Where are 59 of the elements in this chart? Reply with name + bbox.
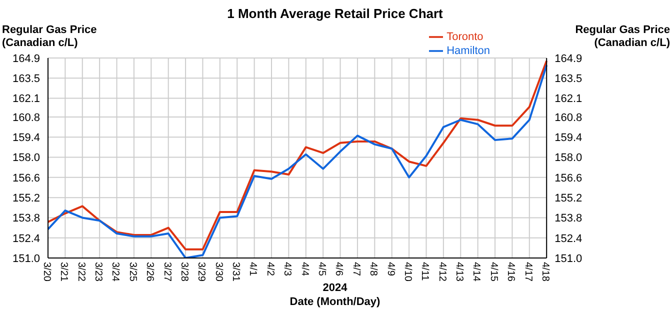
- x-tick-label: 3/27: [161, 262, 172, 282]
- y2-tick-label: 164.9: [554, 52, 582, 65]
- x-tick-label: 4/18: [539, 262, 550, 282]
- x-tick-label: 4/3: [282, 262, 293, 276]
- y-tick-label: 156.6: [12, 172, 40, 184]
- y-tick-label: 162.1: [12, 93, 40, 106]
- x-tick-label: 3/31: [230, 262, 242, 282]
- y-tick-label: 158.0: [12, 152, 40, 164]
- x-tick-label: 4/12: [436, 262, 448, 282]
- x-tick-label: 3/28: [178, 262, 190, 282]
- y2-tick-label: 151.0: [554, 252, 582, 265]
- x-tick-label: 3/25: [126, 262, 138, 282]
- y2-tick-label: 159.4: [554, 132, 582, 144]
- y-tick-label: 159.4: [12, 132, 40, 144]
- y2-tick-label: 156.6: [554, 172, 582, 184]
- x-tick-label: 4/2: [264, 262, 276, 276]
- y-tick-label: 153.8: [12, 212, 40, 225]
- y-tick-label: 164.9: [12, 52, 40, 65]
- x-tick-label: 4/1: [247, 262, 258, 276]
- x-tick-label: 3/26: [144, 262, 156, 282]
- x-tick-label: 4/4: [298, 262, 310, 276]
- x-tick-label: 4/5: [316, 262, 327, 276]
- y2-tick-label: 162.1: [554, 93, 582, 106]
- x-tick-label: 4/17: [522, 262, 534, 282]
- chart-title: 1 Month Average Retail Price Chart: [226, 6, 444, 21]
- x-tick-label: 4/13: [454, 262, 465, 282]
- y2-tick-label: 155.2: [554, 192, 582, 204]
- y2-tick-label: 163.5: [554, 73, 582, 86]
- y2-tick-label: 160.8: [554, 112, 582, 124]
- x-tick-label: 3/29: [196, 262, 207, 282]
- x-tick-label: 3/30: [212, 262, 224, 282]
- x-tick-label: 4/15: [488, 262, 499, 282]
- y-tick-label: 160.8: [12, 112, 40, 124]
- y2-tick-label: 152.4: [554, 232, 582, 245]
- x-tick-label: 4/16: [505, 262, 516, 282]
- legend-label: Hamilton: [446, 44, 490, 57]
- x-tick-label: 3/21: [58, 262, 70, 282]
- x-tick-label: 4/11: [419, 262, 430, 282]
- y2-axis-title: Regular Gas Price (Canadian c/L): [574, 24, 670, 50]
- x-tick-label: 3/22: [75, 262, 86, 282]
- x-tick-label: 3/24: [110, 262, 121, 282]
- x-tick-label: 4/9: [384, 262, 396, 276]
- x-tick-label: 4/10: [402, 262, 413, 282]
- x-axis-title: Date (Month/Day): [288, 296, 382, 308]
- y-axis-title: Regular Gas Price (Canadian c/L): [2, 24, 98, 50]
- x-tick-label: 3/23: [92, 262, 104, 282]
- y-tick-label: 155.2: [12, 192, 40, 204]
- x-tick-label: 4/7: [350, 262, 362, 276]
- y-tick-label: 151.0: [12, 252, 40, 265]
- x-tick-label: 4/8: [368, 262, 379, 276]
- text: 2024: [322, 282, 348, 294]
- x-tick-label: 3/20: [40, 262, 52, 282]
- x-tick-label: 4/14: [470, 262, 482, 282]
- y-tick-label: 163.5: [12, 73, 40, 86]
- y2-tick-label: 158.0: [554, 152, 582, 164]
- y-tick-label: 152.4: [12, 232, 40, 245]
- x-tick-label: 4/6: [333, 262, 344, 276]
- legend-label: Toronto: [446, 30, 484, 43]
- y2-tick-label: 153.8: [554, 212, 582, 225]
